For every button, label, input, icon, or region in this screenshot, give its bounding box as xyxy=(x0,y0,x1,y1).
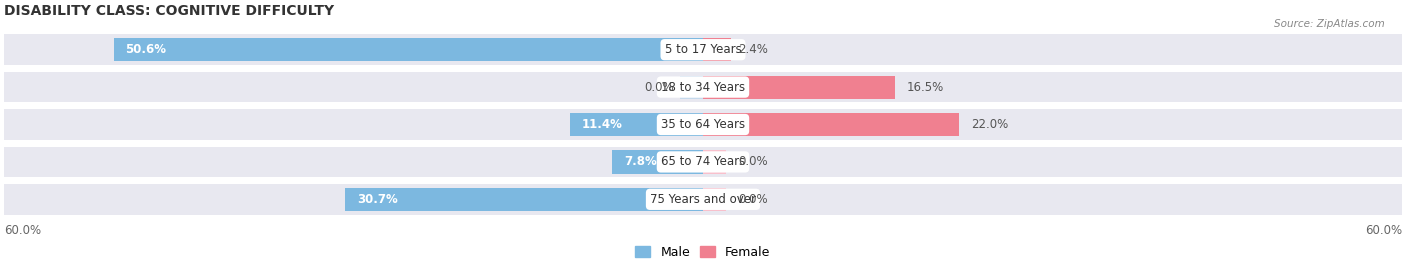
Text: 75 Years and over: 75 Years and over xyxy=(650,193,756,206)
Bar xyxy=(114,38,703,61)
Text: 0.0%: 0.0% xyxy=(644,81,673,94)
Bar xyxy=(4,184,1402,215)
Text: Source: ZipAtlas.com: Source: ZipAtlas.com xyxy=(1274,19,1385,29)
Text: 2.4%: 2.4% xyxy=(738,43,768,56)
Text: 35 to 64 Years: 35 to 64 Years xyxy=(661,118,745,131)
Text: 18 to 34 Years: 18 to 34 Years xyxy=(661,81,745,94)
Text: 60.0%: 60.0% xyxy=(1365,224,1402,237)
Text: 22.0%: 22.0% xyxy=(972,118,1008,131)
Bar xyxy=(4,109,1402,140)
Bar xyxy=(703,76,896,99)
Bar xyxy=(4,147,1402,177)
Bar xyxy=(703,113,959,136)
Bar xyxy=(703,38,731,61)
Text: 30.7%: 30.7% xyxy=(357,193,398,206)
Text: DISABILITY CLASS: COGNITIVE DIFFICULTY: DISABILITY CLASS: COGNITIVE DIFFICULTY xyxy=(4,4,335,18)
Text: 65 to 74 Years: 65 to 74 Years xyxy=(661,155,745,168)
Text: 11.4%: 11.4% xyxy=(582,118,623,131)
Text: 50.6%: 50.6% xyxy=(125,43,166,56)
Bar xyxy=(4,72,1402,102)
Legend: Male, Female: Male, Female xyxy=(630,241,776,264)
Bar xyxy=(703,150,727,174)
Text: 5 to 17 Years: 5 to 17 Years xyxy=(665,43,741,56)
Text: 0.0%: 0.0% xyxy=(738,155,768,168)
Bar xyxy=(4,34,1402,65)
Text: 16.5%: 16.5% xyxy=(907,81,943,94)
Text: 7.8%: 7.8% xyxy=(624,155,657,168)
Bar xyxy=(612,150,703,174)
Bar xyxy=(571,113,703,136)
Bar xyxy=(679,76,703,99)
Text: 0.0%: 0.0% xyxy=(738,193,768,206)
Text: 60.0%: 60.0% xyxy=(4,224,41,237)
Bar xyxy=(346,188,703,211)
Bar xyxy=(703,188,727,211)
